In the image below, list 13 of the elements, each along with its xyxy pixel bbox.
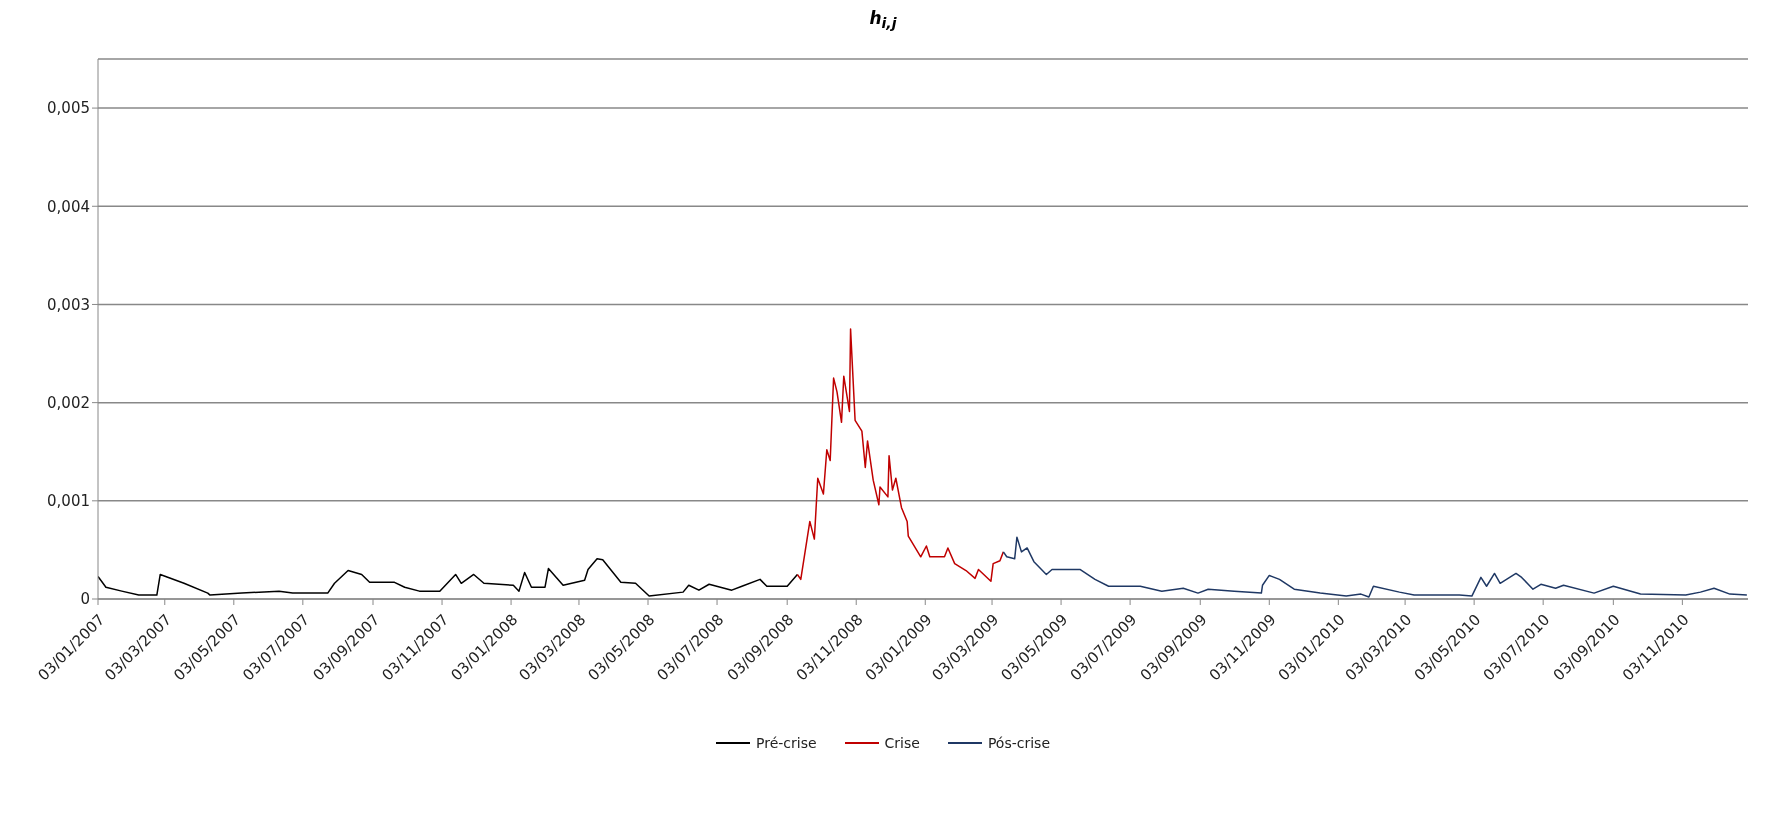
line-series (1002, 536, 1748, 599)
y-tick-label: 0,002 (47, 394, 90, 413)
y-tick-label: 0,003 (47, 296, 90, 315)
line-series (796, 328, 1005, 583)
line-series (98, 558, 799, 598)
chart-title: h$_{i,j}$ (868, 8, 898, 32)
y-tick-label: 0,005 (47, 99, 90, 118)
y-tick-label: 0,001 (47, 492, 90, 511)
y-tick-label: 0 (80, 590, 90, 609)
legend-label: Pós-crise (987, 735, 1050, 752)
legend-label: Pré-crise (756, 735, 817, 752)
legend-label: Crise (884, 735, 920, 752)
y-tick-label: 0,004 (47, 197, 90, 216)
